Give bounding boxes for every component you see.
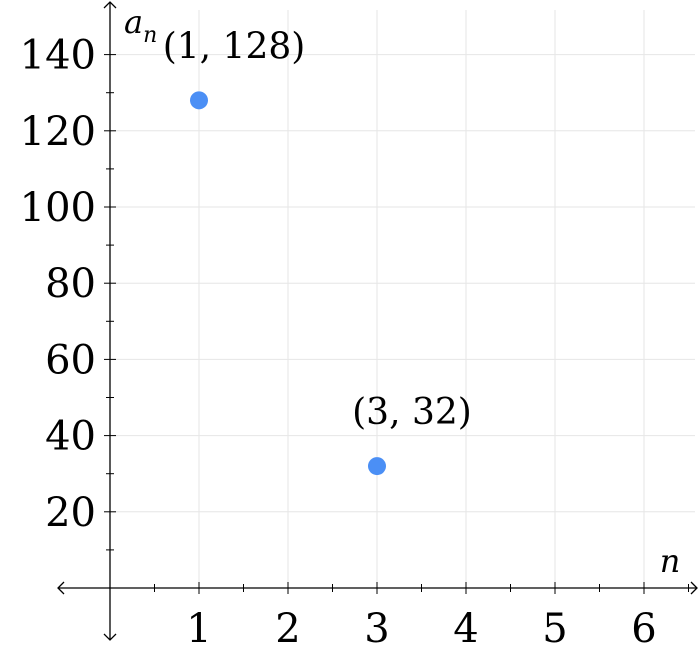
x-axis-arrow-left bbox=[57, 581, 65, 595]
grid bbox=[110, 10, 695, 588]
ticks bbox=[104, 54, 689, 594]
data-point bbox=[368, 457, 386, 476]
y-tick-label: 120 bbox=[20, 109, 96, 155]
x-tick-label: 2 bbox=[275, 606, 300, 652]
x-tick-label: 5 bbox=[542, 606, 567, 652]
y-tick-label: 20 bbox=[45, 490, 96, 536]
data-point-label: (1, 128) bbox=[163, 26, 306, 67]
y-axis-label-subscript: n bbox=[143, 23, 157, 48]
y-tick-label: 100 bbox=[20, 185, 96, 231]
y-axis-label-main: a bbox=[124, 3, 143, 41]
x-tick-label: 6 bbox=[631, 606, 656, 652]
y-axis-label: an bbox=[124, 3, 157, 48]
x-tick-label: 1 bbox=[186, 606, 211, 652]
y-tick-label: 40 bbox=[45, 414, 96, 460]
tick-labels: 1 2 3 4 5 6 20 40 60 80 100 120 140 bbox=[20, 33, 657, 652]
x-axis-arrow-right bbox=[690, 581, 698, 595]
x-tick-label: 4 bbox=[453, 606, 478, 652]
data-point bbox=[190, 91, 208, 110]
data-points: (1, 128) (3, 32) bbox=[163, 26, 472, 476]
x-axis-label: n bbox=[660, 542, 681, 580]
x-tick-label: 3 bbox=[364, 606, 389, 652]
y-tick-label: 60 bbox=[45, 337, 96, 383]
y-tick-label: 80 bbox=[45, 261, 96, 307]
y-tick-label: 140 bbox=[20, 33, 96, 79]
y-axis-arrow-up bbox=[103, 1, 117, 9]
y-axis-arrow-down bbox=[103, 633, 117, 641]
data-point-label: (3, 32) bbox=[352, 392, 472, 433]
